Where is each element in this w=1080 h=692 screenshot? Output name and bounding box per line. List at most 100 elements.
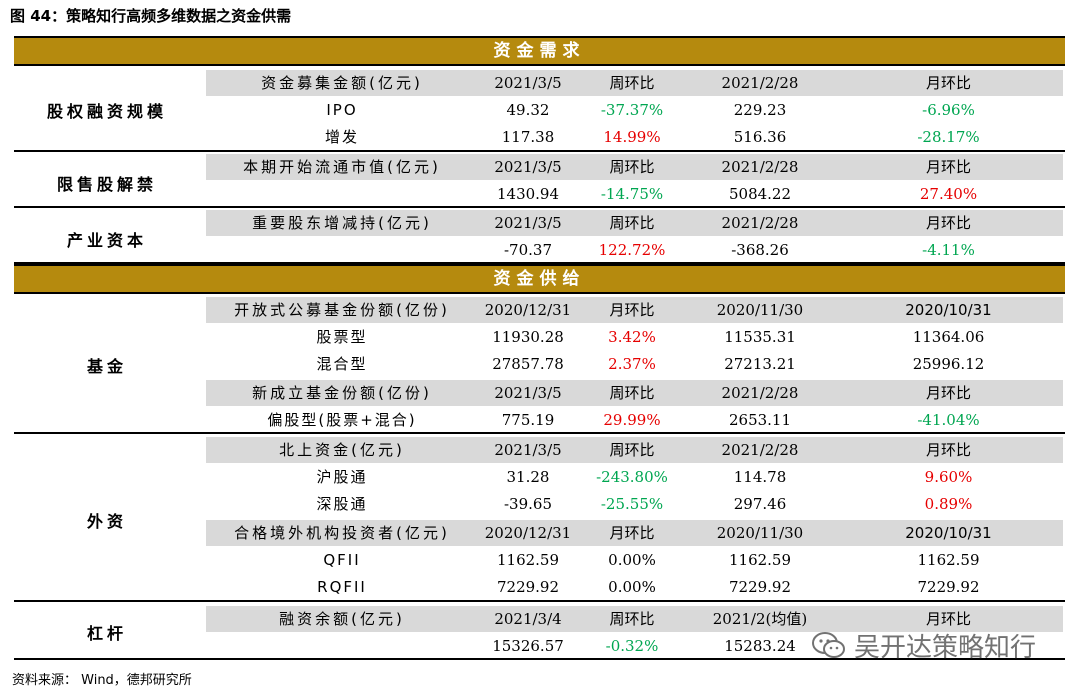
header-cell: 2021/3/4	[494, 610, 562, 628]
table-header-row: 北上资金(亿元) 2021/3/5 周环比 2021/2/28 月环比	[206, 437, 1063, 463]
table-cell: 122.72%	[598, 241, 666, 259]
table-header-row: 开放式公募基金份额(亿份) 2020/12/31 月环比 2020/11/30 2020…	[206, 297, 1063, 323]
table-cell: 1162.59	[496, 551, 560, 569]
header-cell: 2021/2/28	[721, 214, 799, 232]
table-cell: 0.89%	[924, 495, 973, 513]
table-header-row: 新成立基金份额(亿份) 2021/3/5 周环比 2021/2/28 月环比	[206, 380, 1063, 406]
table-cell: 7229.92	[917, 578, 980, 596]
header-cell: 2021/2/28	[721, 441, 799, 459]
section-demand-title: 资金需求	[493, 41, 586, 61]
table-header-row: 重要股东增减持(亿元) 2021/3/5 周环比 2021/2/28 月环比	[206, 210, 1063, 236]
table-row: 深股通 -39.65 -25.55% 297.46 0.89%	[206, 491, 1063, 517]
table-cell: -37.37%	[600, 101, 664, 119]
header-cell: 资金募集金额(亿元)	[261, 74, 423, 92]
header-cell: 月环比	[609, 301, 655, 319]
table-cell	[206, 181, 478, 207]
table-cell: 516.36	[733, 128, 787, 146]
header-cell: 周环比	[609, 214, 655, 232]
table-cell: 775.19	[501, 411, 555, 429]
section-supply-title: 资金供给	[493, 269, 586, 289]
table-cell: 0.00%	[608, 578, 656, 596]
table-cell: 7229.92	[496, 578, 560, 596]
table-row: -70.37 122.72% -368.26 -4.11%	[206, 237, 1063, 263]
header-cell: 合格境外机构投资者(亿元)	[234, 524, 450, 542]
table-cell: 5084.22	[728, 185, 792, 203]
header-cell: 2020/11/30	[716, 301, 804, 319]
header-cell: 2020/10/31	[905, 301, 992, 319]
header-cell: 2020/12/31	[484, 524, 572, 542]
header-cell: 2020/11/30	[716, 524, 804, 542]
header-cell: 2021/2/28	[721, 384, 799, 402]
table-row: 沪股通 31.28 -243.80% 114.78 9.60%	[206, 464, 1063, 490]
header-cell: 月环比	[925, 74, 971, 92]
table-cell: QFII	[323, 551, 361, 569]
table-cell: 偏股型(股票+混合)	[267, 411, 417, 429]
table-row: IPO 49.32 -37.37% 229.23 -6.96%	[206, 97, 1063, 123]
table-cell: RQFII	[317, 578, 367, 596]
group-label-unlock: 限售股解禁	[56, 175, 157, 194]
watermark: 吴开达策略知行	[812, 627, 1036, 664]
table-cell: 1430.94	[496, 185, 560, 203]
table-cell: 混合型	[316, 355, 368, 373]
table-cell: 114.78	[733, 468, 787, 486]
group-label-equity-financing: 股权融资规模	[46, 102, 167, 121]
table-cell: 229.23	[733, 101, 787, 119]
table-row: RQFII 7229.92 0.00% 7229.92 7229.92	[206, 574, 1063, 600]
table-cell: -28.17%	[917, 128, 980, 146]
group-industrial-capital	[14, 208, 1065, 264]
table-cell: 1162.59	[917, 551, 980, 569]
table-cell: 25996.12	[912, 355, 985, 373]
table-cell: -25.55%	[600, 495, 664, 513]
watermark-text: 吴开达策略知行	[854, 633, 1037, 663]
table-cell: 2653.11	[728, 411, 792, 429]
table-cell: 深股通	[316, 495, 368, 513]
table-cell: -0.32%	[605, 637, 659, 655]
header-cell: 融资余额(亿元)	[279, 610, 405, 628]
group-funds	[14, 294, 1065, 434]
table-cell: -4.11%	[922, 241, 975, 259]
group-label-industrial-capital: 产业资本	[66, 231, 147, 250]
table-cell: -6.96%	[922, 101, 975, 119]
table-cell: 297.46	[733, 495, 787, 513]
table-row: 股票型 11930.28 3.42% 11535.31 11364.06	[206, 324, 1063, 350]
table-cell: 29.99%	[603, 411, 661, 429]
group-unlock	[14, 152, 1065, 208]
header-cell: 2021/2/28	[721, 74, 799, 92]
group-label-funds: 基金	[86, 357, 127, 376]
table-cell: 11535.31	[724, 328, 796, 346]
table-cell: 9.60%	[924, 468, 973, 486]
header-cell: 月环比	[609, 524, 655, 542]
table-cell: -368.26	[731, 241, 789, 259]
table-header-row: 资金募集金额(亿元) 2021/3/5 周环比 2021/2/28 月环比	[206, 70, 1063, 96]
header-cell: 月环比	[925, 610, 971, 628]
header-cell: 本期开始流通市值(亿元)	[243, 158, 441, 176]
header-cell: 月环比	[925, 214, 971, 232]
table-cell: IPO	[326, 101, 358, 119]
header-cell: 周环比	[609, 74, 655, 92]
table-cell: 沪股通	[316, 468, 368, 486]
group-label-leverage: 杠杆	[86, 624, 127, 643]
table-row: QFII 1162.59 0.00% 1162.59 1162.59	[206, 547, 1063, 573]
table-cell: 15326.57	[492, 637, 564, 655]
group-foreign	[14, 434, 1065, 602]
header-cell: 开放式公募基金份额(亿份)	[234, 301, 450, 319]
table-header-row: 合格境外机构投资者(亿元) 2020/12/31 月环比 2020/11/30 2020…	[206, 520, 1063, 546]
group-label-foreign: 外资	[86, 512, 127, 531]
table-cell: 0.00%	[608, 551, 656, 569]
table-row: 偏股型(股票+混合) 775.19 29.99% 2653.11 -41.04%	[206, 407, 1063, 433]
header-cell: 周环比	[609, 610, 655, 628]
source-note: 资料来源： Wind，德邦研究所	[12, 673, 192, 688]
header-cell: 2021/3/5	[494, 384, 562, 402]
header-cell: 周环比	[609, 384, 655, 402]
table-cell: 2.37%	[608, 355, 656, 373]
table-cell: 27.40%	[919, 185, 978, 203]
table-header-row: 本期开始流通市值(亿元) 2021/3/5 周环比 2021/2/28 月环比	[206, 154, 1063, 180]
table-cell: -14.75%	[600, 185, 664, 203]
table-cell: 49.32	[506, 101, 550, 119]
table-row: 混合型 27857.78 2.37% 27213.21 25996.12	[206, 351, 1063, 377]
table-cell: -243.80%	[596, 468, 668, 486]
table-cell: 11930.28	[492, 328, 564, 346]
table-row: 增发 117.38 14.99% 516.36 -28.17%	[206, 124, 1063, 150]
table-cell: -39.65	[503, 495, 552, 513]
table-cell: 14.99%	[603, 128, 661, 146]
